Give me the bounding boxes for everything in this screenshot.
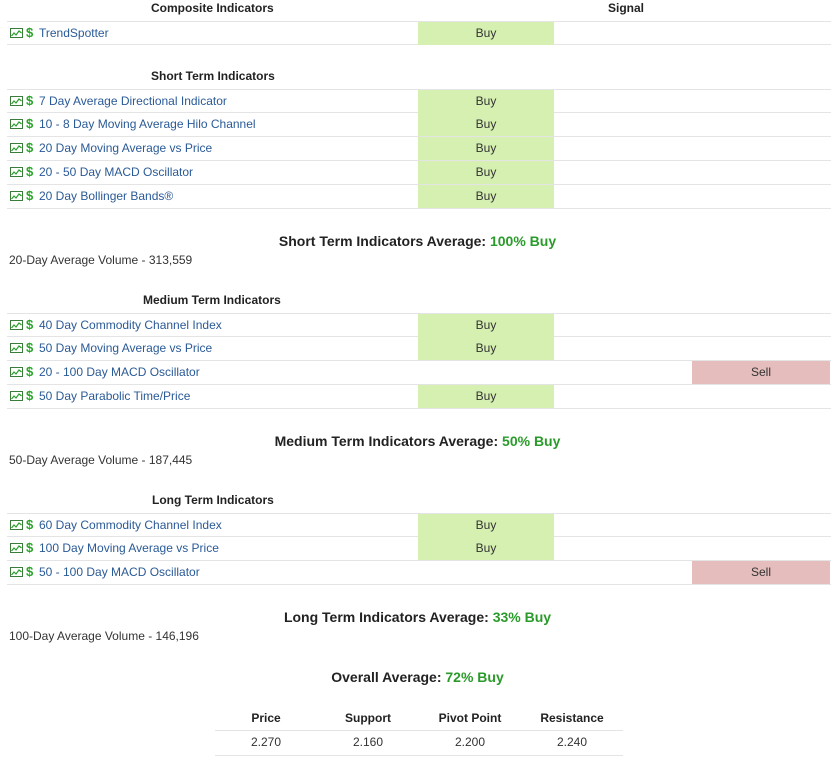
signal-buy: Buy [418, 514, 554, 537]
signal-buy: Buy [418, 113, 554, 136]
indicator-link[interactable]: 50 Day Moving Average vs Price [39, 341, 213, 355]
indicator-link[interactable]: 100 Day Moving Average vs Price [39, 541, 219, 555]
chart-icon[interactable] [10, 320, 23, 330]
chart-icon[interactable] [10, 167, 23, 177]
short-term-title: Short Term Indicators [151, 69, 275, 83]
chart-icon[interactable] [10, 391, 23, 401]
dollar-icon[interactable]: $ [26, 25, 34, 40]
indicator-link[interactable]: 50 Day Parabolic Time/Price [39, 389, 191, 403]
indicator-row[interactable]: $ 10 - 8 Day Moving Average Hilo Channel… [7, 113, 831, 137]
signal-buy: Buy [418, 314, 554, 337]
indicator-link[interactable]: TrendSpotter [39, 26, 109, 40]
indicator-link[interactable]: 7 Day Average Directional Indicator [39, 94, 227, 108]
pivot-header: Pivot Point [438, 711, 502, 725]
indicator-row[interactable]: $ 50 - 100 Day MACD Oscillator Sell [7, 561, 831, 585]
average-value: 100% Buy [489, 233, 557, 249]
chart-icon[interactable] [10, 191, 23, 201]
dollar-icon[interactable]: $ [26, 188, 34, 203]
signal-buy: Buy [418, 385, 554, 408]
signal-buy: Buy [418, 22, 554, 45]
dollar-icon[interactable]: $ [26, 164, 34, 179]
indicator-link[interactable]: 20 - 100 Day MACD Oscillator [39, 365, 200, 379]
indicator-row[interactable]: $ 20 Day Moving Average vs Price Buy [7, 137, 831, 161]
indicator-link[interactable]: 10 - 8 Day Moving Average Hilo Channel [39, 117, 256, 131]
pivot-header: Support [345, 711, 391, 725]
pivot-value: 2.270 [250, 735, 282, 749]
header-signal: Signal [608, 1, 645, 15]
pivot-value: 2.200 [454, 735, 486, 749]
dollar-icon[interactable]: $ [26, 564, 34, 579]
chart-icon[interactable] [10, 119, 23, 129]
signal-buy: Buy [418, 185, 554, 208]
indicator-link[interactable]: 20 Day Bollinger Bands® [39, 189, 174, 203]
overall-label: Overall Average: [331, 669, 446, 685]
dollar-icon[interactable]: $ [26, 364, 34, 379]
signal-sell: Sell [692, 561, 830, 584]
dollar-icon[interactable]: $ [26, 517, 34, 532]
pivot-header: Price [251, 711, 281, 725]
dollar-icon[interactable]: $ [26, 388, 34, 403]
average-label: Short Term Indicators Average: [278, 233, 490, 249]
short-term-volume: 20-Day Average Volume - 313,559 [9, 253, 193, 267]
chart-icon[interactable] [10, 367, 23, 377]
signal-buy: Buy [418, 161, 554, 184]
indicator-row[interactable]: $ 60 Day Commodity Channel Index Buy [7, 513, 831, 537]
chart-icon[interactable] [10, 28, 23, 38]
signal-buy: Buy [418, 137, 554, 160]
signal-buy: Buy [418, 90, 554, 113]
indicator-link[interactable]: 20 - 50 Day MACD Oscillator [39, 165, 194, 179]
indicator-row[interactable]: $ TrendSpotter Buy [7, 21, 831, 45]
dollar-icon[interactable]: $ [26, 317, 34, 332]
medium-term-volume: 50-Day Average Volume - 187,445 [9, 453, 193, 467]
overall-value: 72% Buy [445, 669, 504, 685]
signal-buy: Buy [418, 537, 554, 560]
medium-term-average: Medium Term Indicators Average: 50% Buy [0, 433, 835, 449]
indicator-row[interactable]: $ 20 - 50 Day MACD Oscillator Buy [7, 161, 831, 185]
header-indicators: Composite Indicators [151, 1, 274, 15]
indicator-row[interactable]: $ 50 Day Moving Average vs Price Buy [7, 337, 831, 361]
chart-icon[interactable] [10, 96, 23, 106]
pivot-value: 2.160 [352, 735, 384, 749]
indicator-row[interactable]: $ 20 - 100 Day MACD Oscillator Sell [7, 361, 831, 385]
dollar-icon[interactable]: $ [26, 140, 34, 155]
indicator-row[interactable]: $ 100 Day Moving Average vs Price Buy [7, 537, 831, 561]
signal-buy: Buy [418, 337, 554, 360]
average-label: Long Term Indicators Average: [283, 609, 493, 625]
table-header: Composite Indicators Signal [0, 0, 835, 16]
indicator-row[interactable]: $ 20 Day Bollinger Bands® Buy [7, 185, 831, 209]
pivot-value: 2.240 [556, 735, 588, 749]
pivot-header: Resistance [540, 711, 604, 725]
average-label: Medium Term Indicators Average: [274, 433, 503, 449]
indicator-link[interactable]: 40 Day Commodity Channel Index [39, 318, 222, 332]
average-value: 33% Buy [492, 609, 552, 625]
indicator-link[interactable]: 20 Day Moving Average vs Price [39, 141, 213, 155]
dollar-icon[interactable]: $ [26, 93, 34, 108]
indicator-row[interactable]: $ 50 Day Parabolic Time/Price Buy [7, 385, 831, 409]
dollar-icon[interactable]: $ [26, 116, 34, 131]
indicator-link[interactable]: 50 - 100 Day MACD Oscillator [39, 565, 200, 579]
chart-icon[interactable] [10, 567, 23, 577]
divider [215, 755, 623, 756]
dollar-icon[interactable]: $ [26, 340, 34, 355]
long-term-average: Long Term Indicators Average: 33% Buy [0, 609, 835, 625]
signal-sell: Sell [692, 361, 830, 384]
indicator-link[interactable]: 60 Day Commodity Channel Index [39, 518, 222, 532]
overall-average: Overall Average: 72% Buy [0, 669, 835, 685]
indicator-row[interactable]: $ 40 Day Commodity Channel Index Buy [7, 313, 831, 337]
dollar-icon[interactable]: $ [26, 540, 34, 555]
chart-icon[interactable] [10, 543, 23, 553]
divider [215, 730, 623, 731]
short-term-average: Short Term Indicators Average: 100% Buy [0, 233, 835, 249]
chart-icon[interactable] [10, 143, 23, 153]
indicator-row[interactable]: $ 7 Day Average Directional Indicator Bu… [7, 89, 831, 113]
medium-term-title: Medium Term Indicators [143, 293, 281, 307]
average-value: 50% Buy [502, 433, 561, 449]
chart-icon[interactable] [10, 343, 23, 353]
long-term-volume: 100-Day Average Volume - 146,196 [9, 629, 199, 643]
long-term-title: Long Term Indicators [152, 493, 274, 507]
chart-icon[interactable] [10, 520, 23, 530]
